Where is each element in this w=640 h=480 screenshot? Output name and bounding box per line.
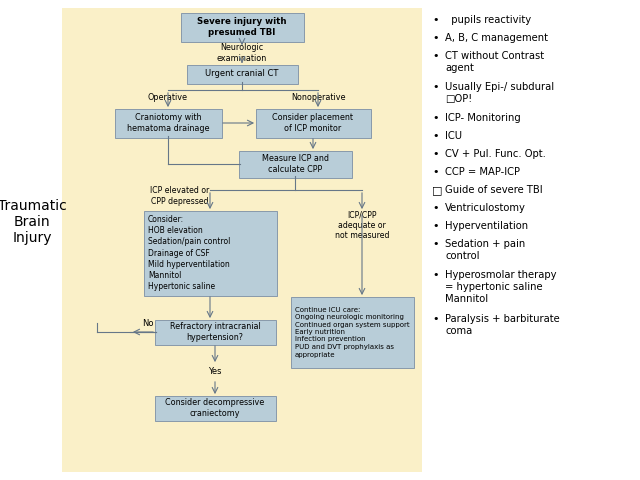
FancyBboxPatch shape xyxy=(143,211,276,296)
Text: •: • xyxy=(432,149,438,159)
Text: Traumatic
Brain
Injury: Traumatic Brain Injury xyxy=(0,199,67,245)
FancyBboxPatch shape xyxy=(115,108,221,137)
Text: Ventriculostomy: Ventriculostomy xyxy=(445,203,526,213)
Text: Hyperventilation: Hyperventilation xyxy=(445,221,528,231)
Text: Nonoperative: Nonoperative xyxy=(291,93,345,101)
Text: •: • xyxy=(432,239,438,249)
Text: CT without Contrast
agent: CT without Contrast agent xyxy=(445,51,544,73)
Text: □: □ xyxy=(432,185,442,195)
FancyBboxPatch shape xyxy=(186,64,298,84)
Text: •: • xyxy=(432,221,438,231)
Text: ICP- Monitoring: ICP- Monitoring xyxy=(445,113,521,123)
Text: Neurologic
examination: Neurologic examination xyxy=(217,43,267,63)
FancyBboxPatch shape xyxy=(291,297,413,368)
Text: Usually Epi-/ subdural
□OP!: Usually Epi-/ subdural □OP! xyxy=(445,82,554,104)
Text: Consider:
HOB elevation
Sedation/pain control
Drainage of CSF
Mild hyperventilat: Consider: HOB elevation Sedation/pain co… xyxy=(148,215,230,291)
Text: •: • xyxy=(432,270,438,280)
FancyBboxPatch shape xyxy=(239,151,351,178)
Text: •: • xyxy=(432,33,438,43)
Text: •: • xyxy=(432,51,438,61)
FancyBboxPatch shape xyxy=(154,320,275,345)
Text: Sedation + pain
control: Sedation + pain control xyxy=(445,239,525,261)
Text: ICP elevated or
CPP depressed: ICP elevated or CPP depressed xyxy=(150,186,210,206)
Text: CCP = MAP-ICP: CCP = MAP-ICP xyxy=(445,167,520,177)
Text: Consider decompressive
craniectomy: Consider decompressive craniectomy xyxy=(165,398,264,418)
Text: •: • xyxy=(432,113,438,123)
Text: CV + Pul. Func. Opt.: CV + Pul. Func. Opt. xyxy=(445,149,546,159)
Text: Paralysis + barbiturate
coma: Paralysis + barbiturate coma xyxy=(445,314,560,336)
Text: Measure ICP and
calculate CPP: Measure ICP and calculate CPP xyxy=(262,154,328,174)
Text: •: • xyxy=(432,314,438,324)
FancyBboxPatch shape xyxy=(154,396,275,420)
Text: Hyperosmolar therapy
= hypertonic saline
Mannitol: Hyperosmolar therapy = hypertonic saline… xyxy=(445,270,557,304)
Text: Severe injury with
presumed TBI: Severe injury with presumed TBI xyxy=(197,17,287,37)
Text: •: • xyxy=(432,167,438,177)
Text: Craniotomy with
hematoma drainage: Craniotomy with hematoma drainage xyxy=(127,113,209,133)
Text: Guide of severe TBI: Guide of severe TBI xyxy=(445,185,543,195)
Text: ICP/CPP
adequate or
not measured: ICP/CPP adequate or not measured xyxy=(335,210,389,240)
Text: •: • xyxy=(432,203,438,213)
FancyBboxPatch shape xyxy=(62,8,422,472)
FancyBboxPatch shape xyxy=(180,12,303,41)
Text: •: • xyxy=(432,131,438,141)
Text: Consider placement
of ICP monitor: Consider placement of ICP monitor xyxy=(273,113,353,133)
FancyBboxPatch shape xyxy=(255,108,371,137)
Text: A, B, C management: A, B, C management xyxy=(445,33,548,43)
Text: •: • xyxy=(432,15,438,25)
Text: •: • xyxy=(432,82,438,92)
Text: No: No xyxy=(142,319,154,327)
Text: Urgent cranial CT: Urgent cranial CT xyxy=(205,70,278,79)
Text: ICU: ICU xyxy=(445,131,462,141)
Text: pupils reactivity: pupils reactivity xyxy=(445,15,531,25)
Text: Yes: Yes xyxy=(208,368,221,376)
Text: Operative: Operative xyxy=(148,93,188,101)
Text: Continue ICU care:
Ongoing neurologic monitoring
Continued organ system support
: Continue ICU care: Ongoing neurologic mo… xyxy=(295,307,410,358)
Text: Refractory intracranial
hypertension?: Refractory intracranial hypertension? xyxy=(170,322,260,342)
